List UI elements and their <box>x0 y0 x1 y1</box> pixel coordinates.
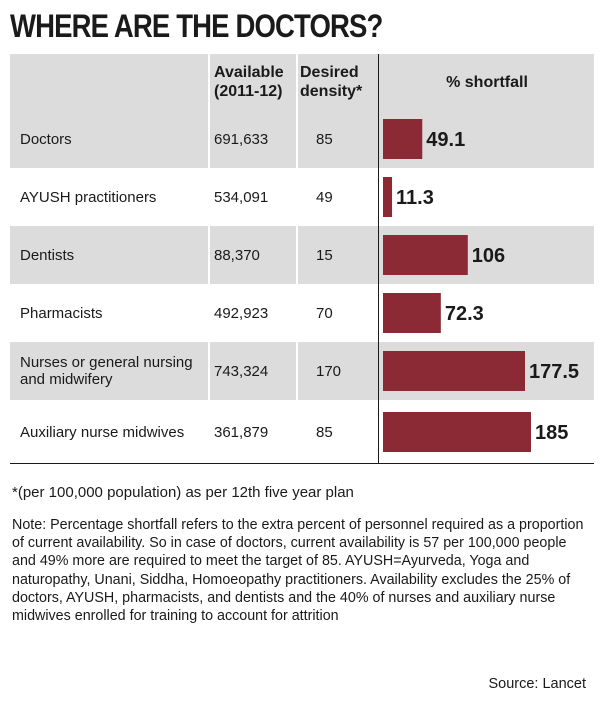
row-label: Nurses or general nursing and midwifery <box>20 354 193 388</box>
bar-auxiliary-nurse-midwives <box>383 412 531 452</box>
page-title: WHERE ARE THE DOCTORS? <box>10 8 383 44</box>
bar-doctors <box>383 119 423 159</box>
bar-value-label: 106 <box>472 245 505 267</box>
row-label: Auxiliary nurse midwives <box>20 423 185 441</box>
bar-value-label: 49.1 <box>426 129 465 151</box>
row-label: Pharmacists <box>20 304 103 322</box>
shortfall-chart: 49.1 11.3 106 72.3 177.5 185 <box>380 110 594 464</box>
column-divider <box>296 54 298 464</box>
header-shortfall: % shortfall <box>446 73 528 91</box>
row-label: Doctors <box>20 130 72 148</box>
table-row: AYUSH practitioners 534,091 49 <box>10 168 594 226</box>
shortfall-table: Available (2011-12) Desired density* % s… <box>10 54 594 464</box>
header-available: Available (2011-12) <box>214 54 294 110</box>
chart-axis-line <box>378 54 379 464</box>
header-density-line2: density* <box>300 83 363 100</box>
row-available: 492,923 <box>214 304 269 322</box>
header-available-line1: Available <box>214 64 284 81</box>
bar-value-label: 11.3 <box>396 187 434 209</box>
bar-value-label: 72.3 <box>445 303 484 325</box>
row-density: 15 <box>316 246 333 264</box>
header-density-line1: Desired <box>300 64 359 81</box>
row-available: 691,633 <box>214 130 269 148</box>
row-density: 70 <box>316 304 333 322</box>
table-row: Auxiliary nurse midwives 361,879 85 <box>10 400 594 464</box>
footnote: *(per 100,000 population) as per 12th fi… <box>12 484 354 501</box>
table-row: Pharmacists 492,923 70 <box>10 284 594 342</box>
bar-dentists <box>383 235 468 275</box>
row-label: AYUSH practitioners <box>20 188 157 206</box>
row-density: 85 <box>316 130 333 148</box>
header-density: Desired density* <box>300 54 376 110</box>
row-label: Dentists <box>20 246 75 264</box>
bar-ayush-practitioners <box>383 177 393 217</box>
bar-value-label: 185 <box>535 422 568 444</box>
table-header: Available (2011-12) Desired density* % s… <box>10 54 594 110</box>
bar-pharmacists <box>383 293 441 333</box>
bar-value-label: 177.5 <box>529 361 579 383</box>
row-available: 534,091 <box>214 188 269 206</box>
row-density: 49 <box>316 188 333 206</box>
column-divider <box>208 54 210 464</box>
bar-nurses-or-general-nursing-and-midwifery <box>383 351 525 391</box>
table-bottom-rule <box>10 463 594 464</box>
shortfall-bar-chart: 49.1 11.3 106 72.3 177.5 185 <box>383 119 579 452</box>
table-row: Dentists 88,370 15 <box>10 226 594 284</box>
table-row: Doctors 691,633 85 <box>10 110 594 168</box>
note-text: Note: Percentage shortfall refers to the… <box>12 517 584 625</box>
row-density: 85 <box>316 423 333 441</box>
row-available: 88,370 <box>214 246 260 264</box>
row-available: 743,324 <box>214 362 269 380</box>
header-available-line2: (2011-12) <box>214 83 283 100</box>
row-available: 361,879 <box>214 423 269 441</box>
source-credit: Source: Lancet <box>488 676 586 692</box>
row-density: 170 <box>316 362 342 380</box>
